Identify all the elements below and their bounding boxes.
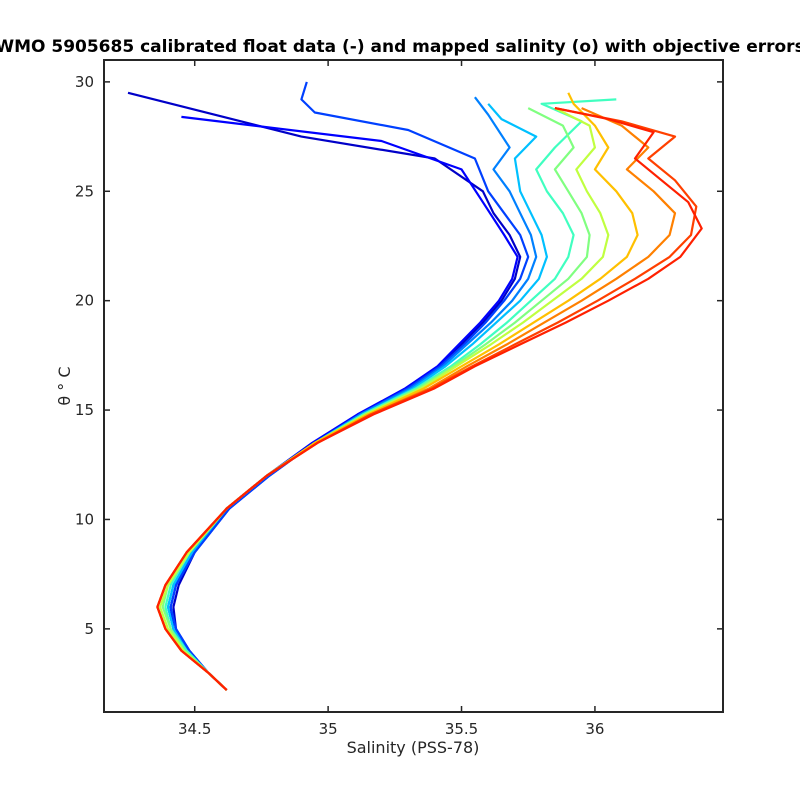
series-line-11 bbox=[156, 107, 698, 691]
series-layer bbox=[127, 81, 703, 691]
y-tick-label: 15 bbox=[75, 401, 94, 419]
series-line-12 bbox=[156, 107, 703, 691]
series-line-2 bbox=[169, 115, 519, 691]
x-axis-label: Salinity (PSS-78) bbox=[347, 738, 480, 757]
chart-title: WMO 5905685 calibrated float data (-) an… bbox=[0, 37, 800, 57]
x-tick-label: 35 bbox=[319, 720, 338, 738]
series-line-5 bbox=[166, 103, 549, 691]
series-line-3 bbox=[169, 81, 530, 691]
series-line-8 bbox=[158, 107, 610, 691]
x-tick-label: 34.5 bbox=[178, 720, 211, 738]
series-line-4 bbox=[166, 96, 538, 691]
series-line-1 bbox=[127, 91, 522, 691]
tick-layer: 34.5 35 35.5 36 5 10 15 20 25 30 bbox=[75, 60, 723, 738]
y-axis-label: θ ° C bbox=[55, 366, 74, 405]
y-tick-label: 30 bbox=[75, 73, 94, 91]
plot-frame bbox=[103, 59, 724, 713]
y-tick-label: 20 bbox=[75, 292, 94, 310]
series-line-7 bbox=[161, 107, 591, 691]
series-line-6 bbox=[164, 98, 617, 691]
y-tick-label: 25 bbox=[75, 182, 94, 200]
series-line-10 bbox=[156, 107, 677, 691]
y-tick-label: 5 bbox=[84, 620, 94, 638]
x-tick-label: 35.5 bbox=[445, 720, 478, 738]
x-tick-label: 36 bbox=[585, 720, 604, 738]
y-tick-label: 10 bbox=[75, 510, 94, 528]
